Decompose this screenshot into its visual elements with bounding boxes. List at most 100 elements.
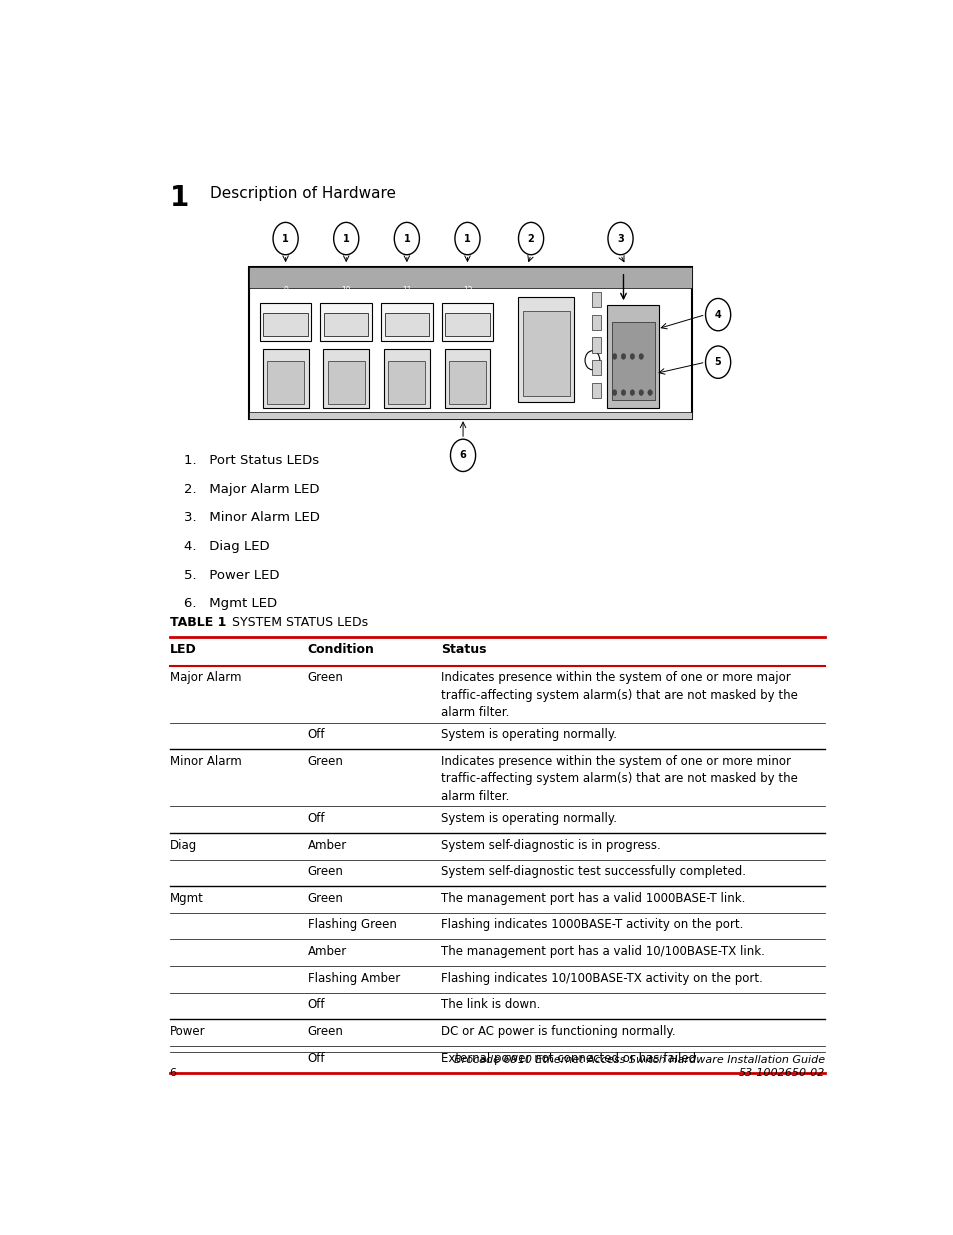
Bar bbox=[380, 304, 433, 341]
Text: DC or AC power is functioning normally.: DC or AC power is functioning normally. bbox=[440, 1025, 675, 1037]
Text: Green: Green bbox=[308, 892, 343, 905]
Text: 1: 1 bbox=[342, 233, 349, 243]
Text: External power not connected or has failed.: External power not connected or has fail… bbox=[440, 1052, 699, 1065]
Bar bbox=[388, 361, 425, 404]
Text: Off: Off bbox=[308, 811, 325, 825]
Text: 2.   Major Alarm LED: 2. Major Alarm LED bbox=[184, 483, 319, 496]
Text: Flashing Green: Flashing Green bbox=[308, 919, 396, 931]
Text: SYSTEM STATUS LEDs: SYSTEM STATUS LEDs bbox=[233, 616, 368, 630]
Text: LED: LED bbox=[170, 642, 196, 656]
Circle shape bbox=[612, 390, 617, 395]
Circle shape bbox=[273, 222, 298, 254]
Text: 1: 1 bbox=[403, 233, 410, 243]
Bar bbox=[444, 348, 490, 408]
Text: 1: 1 bbox=[282, 233, 289, 243]
Text: 6: 6 bbox=[459, 451, 466, 461]
Text: 3.   Minor Alarm LED: 3. Minor Alarm LED bbox=[184, 511, 320, 525]
Bar bbox=[522, 311, 569, 396]
Circle shape bbox=[647, 390, 652, 395]
Text: Green: Green bbox=[308, 1025, 343, 1037]
Text: System is operating normally.: System is operating normally. bbox=[440, 729, 617, 741]
Text: Off: Off bbox=[308, 729, 325, 741]
Text: Green: Green bbox=[308, 866, 343, 878]
Circle shape bbox=[518, 222, 543, 254]
Text: 12: 12 bbox=[462, 287, 472, 295]
Text: Green: Green bbox=[308, 672, 343, 684]
Text: TABLE 1: TABLE 1 bbox=[170, 616, 226, 630]
Bar bbox=[259, 304, 311, 341]
Text: Indicates presence within the system of one or more major
traffic-affecting syst: Indicates presence within the system of … bbox=[440, 672, 797, 719]
Text: The management port has a valid 1000BASE-T link.: The management port has a valid 1000BASE… bbox=[440, 892, 744, 905]
Text: Flashing Amber: Flashing Amber bbox=[308, 972, 399, 984]
Text: 3: 3 bbox=[617, 233, 623, 243]
Circle shape bbox=[620, 353, 625, 359]
Bar bbox=[249, 411, 692, 419]
Bar bbox=[606, 305, 659, 408]
Text: Off: Off bbox=[308, 998, 325, 1011]
Text: Amber: Amber bbox=[308, 839, 347, 852]
Bar bbox=[384, 312, 429, 336]
Bar bbox=[611, 322, 654, 400]
Text: 1: 1 bbox=[463, 233, 471, 243]
Bar bbox=[249, 267, 692, 288]
Circle shape bbox=[450, 440, 476, 472]
Circle shape bbox=[584, 351, 599, 369]
Text: Minor Alarm: Minor Alarm bbox=[170, 755, 241, 768]
Text: 11: 11 bbox=[401, 287, 411, 295]
Bar bbox=[383, 348, 429, 408]
Text: 10: 10 bbox=[341, 287, 351, 295]
Circle shape bbox=[620, 390, 625, 395]
Circle shape bbox=[607, 222, 633, 254]
Text: 5.   Power LED: 5. Power LED bbox=[184, 568, 279, 582]
Text: System self-diagnostic is in progress.: System self-diagnostic is in progress. bbox=[440, 839, 659, 852]
Text: Condition: Condition bbox=[308, 642, 375, 656]
Text: Off: Off bbox=[308, 1052, 325, 1065]
Text: System self-diagnostic test successfully completed.: System self-diagnostic test successfully… bbox=[440, 866, 745, 878]
Bar bbox=[320, 304, 372, 341]
Bar bbox=[592, 291, 600, 308]
Circle shape bbox=[630, 390, 634, 395]
Circle shape bbox=[612, 353, 617, 359]
Text: 1.   Port Status LEDs: 1. Port Status LEDs bbox=[184, 454, 319, 467]
Circle shape bbox=[705, 346, 730, 378]
Text: 2: 2 bbox=[527, 233, 534, 243]
Bar bbox=[445, 312, 489, 336]
Bar bbox=[441, 304, 493, 341]
Text: 9: 9 bbox=[283, 287, 288, 295]
Text: 6: 6 bbox=[170, 1068, 176, 1078]
Text: Mgmt: Mgmt bbox=[170, 892, 203, 905]
Circle shape bbox=[639, 390, 642, 395]
Text: The management port has a valid 10/100BASE-TX link.: The management port has a valid 10/100BA… bbox=[440, 945, 764, 958]
Circle shape bbox=[394, 222, 419, 254]
Text: Diag: Diag bbox=[170, 839, 196, 852]
Bar bbox=[323, 348, 369, 408]
Bar bbox=[592, 361, 600, 375]
Bar bbox=[592, 383, 600, 399]
Bar bbox=[262, 348, 308, 408]
Text: 4: 4 bbox=[714, 310, 720, 320]
Text: The link is down.: The link is down. bbox=[440, 998, 539, 1011]
Text: Flashing indicates 1000BASE-T activity on the port.: Flashing indicates 1000BASE-T activity o… bbox=[440, 919, 742, 931]
Circle shape bbox=[630, 353, 634, 359]
Text: Indicates presence within the system of one or more minor
traffic-affecting syst: Indicates presence within the system of … bbox=[440, 755, 797, 803]
Text: Major Alarm: Major Alarm bbox=[170, 672, 241, 684]
Text: 6.   Mgmt LED: 6. Mgmt LED bbox=[184, 597, 277, 610]
Bar bbox=[328, 361, 364, 404]
Bar bbox=[324, 312, 368, 336]
Text: 4.   Diag LED: 4. Diag LED bbox=[184, 540, 270, 553]
Text: System is operating normally.: System is operating normally. bbox=[440, 811, 617, 825]
Text: Amber: Amber bbox=[308, 945, 347, 958]
Text: Description of Hardware: Description of Hardware bbox=[210, 186, 395, 201]
Bar bbox=[592, 337, 600, 353]
Text: Green: Green bbox=[308, 755, 343, 768]
Bar bbox=[267, 361, 304, 404]
Bar bbox=[518, 298, 574, 403]
Circle shape bbox=[334, 222, 358, 254]
Text: 5: 5 bbox=[714, 357, 720, 367]
Text: Power: Power bbox=[170, 1025, 205, 1037]
Text: Brocade 6910 Ethernet Access Switch Hardware Installation Guide: Brocade 6910 Ethernet Access Switch Hard… bbox=[454, 1055, 824, 1065]
Text: 53-1002650-02: 53-1002650-02 bbox=[739, 1068, 824, 1078]
Circle shape bbox=[639, 353, 642, 359]
Circle shape bbox=[455, 222, 479, 254]
Bar bbox=[263, 312, 308, 336]
